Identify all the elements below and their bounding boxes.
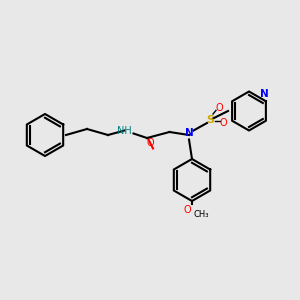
Text: O: O: [215, 103, 223, 113]
Text: O: O: [184, 205, 191, 215]
Text: O: O: [146, 137, 154, 148]
Text: O: O: [220, 118, 227, 128]
Text: N: N: [184, 128, 194, 139]
Text: CH₃: CH₃: [193, 210, 209, 219]
Text: NH: NH: [117, 125, 132, 136]
Text: N: N: [260, 89, 268, 100]
Text: S: S: [206, 115, 214, 125]
